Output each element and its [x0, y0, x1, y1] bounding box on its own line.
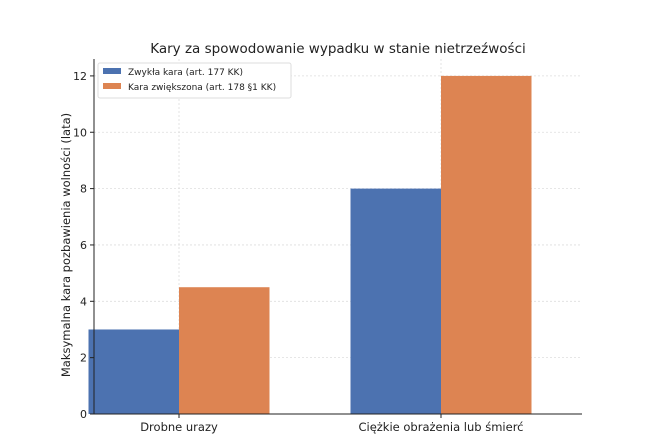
legend-swatch: [103, 83, 121, 89]
x-tick-label: Ciężkie obrażenia lub śmierć: [358, 420, 523, 434]
axes: 0 2 4 6 8 10 12 Drobne urazy Ciężkie obrażenia l…: [73, 59, 582, 434]
bar-0-0: [88, 329, 179, 414]
legend-label: Zwykła kara (art. 177 KK): [128, 68, 243, 78]
bar-1-1: [441, 75, 532, 415]
legend-label: Kara zwiększona (art. 178 §1 KK): [128, 83, 276, 93]
y-tick-label: 0: [80, 408, 87, 421]
y-tick-label: 6: [80, 239, 87, 252]
bar-1-0: [179, 287, 270, 414]
y-tick-label: 8: [80, 183, 87, 196]
y-tick-label: 2: [80, 352, 87, 365]
legend-swatch: [103, 68, 121, 74]
legend: Zwykła kara (art. 177 KK) Kara zwiększona…: [97, 62, 292, 99]
bar-0-1: [350, 188, 441, 414]
x-tick-label: Drobne urazy: [140, 420, 218, 434]
y-tick-label: 4: [80, 295, 87, 308]
y-tick-label: 12: [73, 70, 87, 83]
y-tick-label: 10: [73, 126, 87, 139]
legend-box: [97, 62, 292, 99]
chart-title: Kary za spowodowanie wypadku w stanie ni…: [150, 41, 526, 57]
y-axis-label: Maksymalna kara pozbawienia wolności (la…: [59, 113, 73, 377]
bars: [88, 75, 532, 415]
